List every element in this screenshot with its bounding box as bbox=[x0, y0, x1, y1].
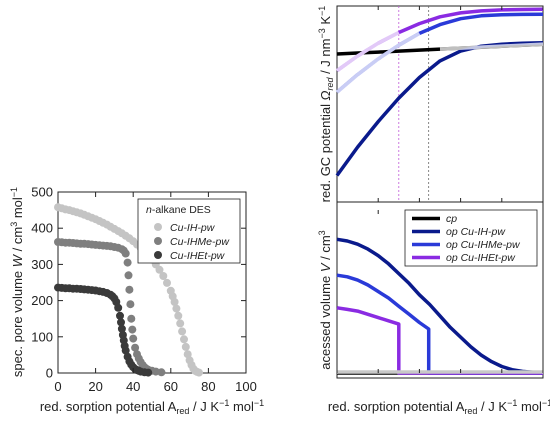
data-point bbox=[121, 346, 130, 355]
right-bottom-series-lines bbox=[336, 237, 544, 375]
right-top-plot-frame bbox=[336, 5, 544, 203]
data-point bbox=[116, 311, 124, 320]
right-legend-entry: op Cu-IHMe-pw bbox=[446, 239, 521, 251]
left-y-axis-label: spec. pore volume W / cm3 mol−1 bbox=[9, 187, 25, 377]
data-point bbox=[163, 278, 171, 287]
data-point bbox=[172, 304, 181, 313]
cp-metastable-overlay bbox=[439, 42, 544, 51]
data-point bbox=[124, 271, 133, 280]
right-bottom-y-axis-label: acessed volume V / cm3 bbox=[317, 230, 333, 369]
right-legend-entry: op Cu-IH-pw bbox=[446, 226, 506, 238]
left-legend-marker bbox=[154, 223, 162, 231]
right-bottom-plot-frame bbox=[336, 201, 544, 379]
right-top-axis-ticks bbox=[336, 6, 544, 202]
left-ytick-label: 200 bbox=[31, 293, 53, 308]
series-line bbox=[336, 273, 543, 375]
left-legend-title: n-alkane DES bbox=[146, 204, 211, 216]
left-legend-entry: Cu-IH-pw bbox=[170, 222, 216, 234]
right-top-marker-lines bbox=[398, 6, 430, 202]
right-top-panel: red. GC potential Ωred / J nm−3 K−1 bbox=[317, 5, 544, 203]
data-point bbox=[114, 303, 123, 312]
data-point bbox=[117, 324, 126, 333]
left-xtick-label: 20 bbox=[88, 379, 102, 394]
left-legend-marker bbox=[154, 251, 162, 259]
left-x-axis-label: red. sorption potential Ared / J K−1 mol… bbox=[40, 398, 264, 416]
data-point bbox=[174, 311, 183, 320]
data-point bbox=[157, 368, 166, 377]
data-point bbox=[125, 285, 134, 294]
left-y-tick-labels: 0 100 200 300 400 500 bbox=[31, 185, 53, 381]
left-ytick-label: 300 bbox=[31, 257, 53, 272]
data-point bbox=[144, 368, 153, 377]
data-point bbox=[126, 300, 135, 309]
data-point bbox=[127, 314, 136, 323]
series-line bbox=[335, 41, 544, 177]
left-xtick-label: 100 bbox=[235, 379, 257, 394]
left-legend-marker bbox=[154, 237, 162, 245]
left-legend-entry: Cu-IHEt-pw bbox=[170, 250, 226, 262]
left-x-tick-labels: 0 20 40 60 80 100 bbox=[54, 379, 256, 394]
left-legend-box bbox=[137, 198, 241, 264]
right-bottom-panel: acessed volume V / cm3 cp op Cu-IH-pw op… bbox=[317, 201, 550, 416]
left-ytick-label: 100 bbox=[31, 329, 53, 344]
left-legend: n-alkane DES Cu-IH-pw Cu-IHMe-pw Cu-IHEt… bbox=[137, 198, 241, 264]
data-point bbox=[128, 325, 137, 334]
right-x-axis-label: red. sorption potential Ared / J K−1 mol… bbox=[328, 398, 550, 416]
data-point bbox=[181, 342, 190, 351]
right-legend-entry: op Cu-IHEt-pw bbox=[446, 252, 516, 264]
left-ytick-label: 400 bbox=[31, 221, 53, 236]
left-axis-ticks bbox=[57, 191, 247, 374]
right-legend-entry: cp bbox=[446, 213, 457, 225]
left-xtick-label: 60 bbox=[164, 379, 178, 394]
data-point bbox=[155, 265, 164, 274]
left-scatter-points bbox=[54, 203, 203, 377]
data-point bbox=[178, 327, 187, 336]
data-point bbox=[131, 343, 140, 352]
data-point bbox=[170, 298, 179, 306]
metastable-overlay bbox=[335, 30, 400, 73]
left-ytick-label: 0 bbox=[46, 366, 53, 381]
right-top-y-axis-label: red. GC potential Ωred / J nm−3 K−1 bbox=[317, 6, 335, 203]
series-line bbox=[336, 306, 543, 375]
data-point bbox=[159, 272, 168, 280]
data-point bbox=[180, 335, 188, 344]
left-xtick-label: 0 bbox=[54, 379, 61, 394]
data-point bbox=[123, 258, 132, 267]
left-ytick-label: 500 bbox=[31, 185, 53, 200]
metastable-overlay bbox=[335, 31, 421, 94]
data-point bbox=[195, 368, 203, 377]
left-panel: 0 20 40 60 80 100 0 100 200 300 400 500 … bbox=[9, 185, 264, 417]
right-top-series-lines bbox=[335, 7, 544, 177]
left-xtick-label: 40 bbox=[126, 379, 140, 394]
data-point bbox=[129, 334, 138, 343]
left-legend-entry: Cu-IHMe-pw bbox=[170, 236, 230, 248]
series-line bbox=[336, 237, 544, 375]
data-point bbox=[183, 350, 192, 359]
right-bottom-legend: cp op Cu-IH-pw op Cu-IHMe-pw op Cu-IHEt-… bbox=[404, 209, 538, 267]
data-point bbox=[117, 318, 125, 327]
data-point bbox=[176, 319, 185, 328]
data-point bbox=[121, 249, 130, 258]
left-xtick-label: 80 bbox=[201, 379, 215, 394]
